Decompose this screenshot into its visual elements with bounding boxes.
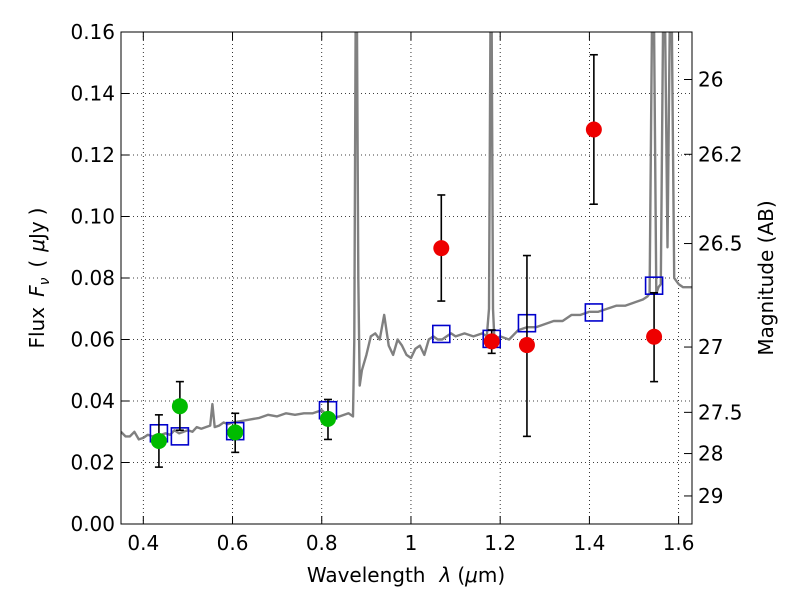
- x-axis-label: Wavelength λ (μm): [307, 563, 505, 587]
- y-axis-label-prefix: Flux: [25, 307, 49, 349]
- x-axis-label-var: λ: [438, 563, 451, 587]
- data-point: [483, 333, 500, 350]
- x-tick-label: 1: [405, 531, 418, 555]
- data-point: [319, 410, 336, 427]
- x-tick-label: 1.4: [573, 531, 605, 555]
- y-axis-label-open: (: [25, 260, 49, 268]
- y2-tick-label: 26.2: [698, 142, 743, 166]
- model-sed-line: [121, 32, 692, 441]
- ticks: 0.4 0.6 0.8 1 1.2 1.4 1.6 0.00 0.02 0.04 0.06 0.08 0…: [70, 20, 742, 555]
- y-axis-label-mu: μ: [25, 239, 49, 253]
- y-axis-label-sub: ν: [37, 277, 53, 285]
- y-tick-label: 0.00: [70, 512, 115, 536]
- plot-background: [121, 32, 692, 524]
- y2-tick-label: 26: [698, 68, 723, 92]
- x-tick-label: 1.6: [663, 531, 695, 555]
- y-axis-label-close: ): [25, 207, 49, 215]
- data-point: [433, 240, 450, 257]
- y2-tick-label: 29: [698, 484, 723, 508]
- x-axis-label-open: (: [457, 563, 465, 587]
- y-axis-label-units: Jy: [25, 221, 49, 241]
- y-tick-label: 0.12: [70, 143, 115, 167]
- y2-tick-label: 27: [698, 335, 723, 359]
- model-photometry-square: [431, 324, 451, 344]
- y-tick-label: 0.02: [70, 451, 115, 475]
- x-tick-label: 1.2: [484, 531, 516, 555]
- y-tick-label: 0.14: [70, 82, 115, 106]
- x-tick-label: 0.8: [306, 531, 338, 555]
- y-tick-label: 0.16: [70, 20, 115, 44]
- y-tick-label: 0.08: [70, 266, 115, 290]
- data-point: [171, 398, 188, 415]
- x-axis-label-mu: μ: [464, 563, 478, 587]
- x-tick-label: 0.4: [127, 531, 159, 555]
- y-tick-label: 0.06: [70, 328, 115, 352]
- markers-layer: [149, 53, 664, 468]
- y-tick-label: 0.04: [70, 389, 115, 413]
- y-tick-label: 0.10: [70, 205, 115, 229]
- x-tick-label: 0.6: [217, 531, 249, 555]
- data-point: [646, 328, 663, 345]
- data-point: [150, 432, 167, 449]
- model-sed-layer: [121, 32, 692, 441]
- y2-tick-label: 28: [698, 442, 723, 466]
- data-point: [585, 121, 602, 138]
- model-photometry-square: [584, 303, 604, 322]
- y-axis-label-var: F: [25, 285, 49, 297]
- x-axis-label-prefix: Wavelength: [307, 563, 426, 587]
- data-point: [227, 424, 244, 441]
- y-axis-label: Flux Fν ( μJy): [25, 207, 53, 348]
- data-point: [518, 337, 535, 354]
- y2-tick-label: 27.5: [698, 400, 743, 424]
- x-axis-label-units: m): [478, 563, 505, 587]
- y2-tick-label: 26.5: [698, 232, 743, 256]
- y2-axis-label: Magnitude (AB): [754, 200, 778, 355]
